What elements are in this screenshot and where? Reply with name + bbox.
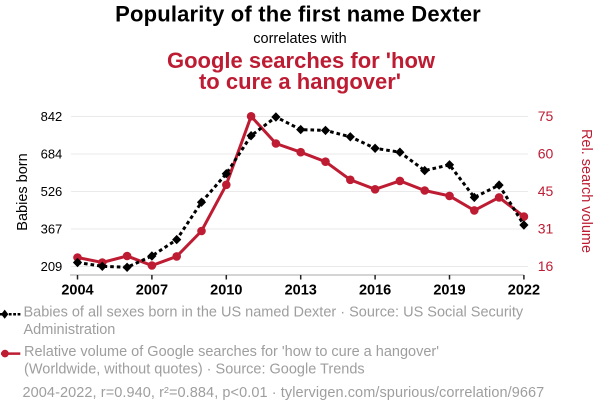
svg-text:842: 842 (41, 109, 63, 124)
svg-text:to cure a hangover': to cure a hangover' (199, 69, 401, 94)
svg-text:2010: 2010 (210, 283, 242, 299)
svg-text:2016: 2016 (359, 283, 391, 299)
svg-text:Babies born: Babies born (15, 153, 31, 230)
svg-text:Google searches for 'how: Google searches for 'how (167, 48, 436, 73)
svg-text:209: 209 (41, 259, 63, 274)
svg-text:16: 16 (538, 258, 554, 274)
svg-text:(Worldwide, without quotes) ·: (Worldwide, without quotes) · Source: Go… (24, 361, 365, 377)
svg-text:2013: 2013 (285, 283, 317, 299)
svg-text:2019: 2019 (433, 283, 465, 299)
svg-text:Administration: Administration (24, 322, 116, 338)
svg-text:Rel. search volume: Rel. search volume (578, 129, 594, 253)
svg-text:Relative volume of Google sear: Relative volume of Google searches for '… (24, 344, 439, 360)
svg-text:75: 75 (538, 108, 554, 124)
svg-text:2004: 2004 (61, 283, 93, 299)
svg-text:Babies of all sexes born in th: Babies of all sexes born in the US named… (24, 304, 524, 320)
svg-text:60: 60 (538, 146, 554, 162)
svg-text:31: 31 (538, 221, 554, 237)
svg-text:367: 367 (41, 222, 63, 237)
svg-text:2022: 2022 (508, 283, 540, 299)
svg-text:45: 45 (538, 183, 554, 199)
svg-text:684: 684 (41, 147, 63, 162)
svg-text:correlates with: correlates with (253, 31, 346, 47)
svg-text:2004-2022, r=0.940, r²=0.884,: 2004-2022, r=0.940, r²=0.884, p<0.01 · t… (23, 385, 545, 401)
svg-text:2007: 2007 (136, 283, 168, 299)
svg-text:526: 526 (41, 184, 63, 199)
svg-text:Popularity of the first name D: Popularity of the first name Dexter (115, 1, 481, 26)
